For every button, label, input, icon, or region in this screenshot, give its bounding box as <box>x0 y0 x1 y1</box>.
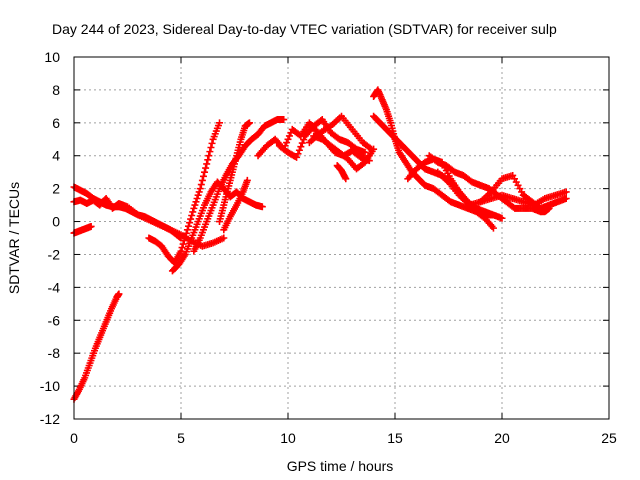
data-point <box>295 146 303 154</box>
data-point <box>195 188 203 196</box>
data-point <box>201 168 209 176</box>
series-track-m <box>305 112 375 153</box>
data-point <box>293 153 301 161</box>
data-point <box>202 164 210 172</box>
data-point <box>191 201 199 209</box>
data-point <box>192 198 200 206</box>
data-point <box>183 226 191 234</box>
y-tick-label: -2 <box>48 246 61 262</box>
data-point <box>342 175 350 183</box>
data-point <box>206 148 214 156</box>
chart-title: Day 244 of 2023, Sidereal Day-to-day VTE… <box>52 21 557 37</box>
x-tick-label: 5 <box>177 430 185 446</box>
y-tick-label: 2 <box>52 181 60 197</box>
data-point <box>190 204 198 212</box>
data-point <box>366 144 374 152</box>
y-tick-label: 4 <box>52 148 60 164</box>
y-tick-labels: -12 -10 -8 -6 -4 -2 0 2 4 6 8 10 <box>40 49 60 427</box>
data-point <box>294 150 302 158</box>
data-point <box>181 233 189 241</box>
data-point <box>204 156 212 164</box>
x-tick-label: 20 <box>494 430 510 446</box>
data-point <box>198 176 206 184</box>
data-point <box>245 119 253 127</box>
series-track-i <box>220 176 251 234</box>
data-point <box>197 181 205 189</box>
data-points-layer <box>70 86 570 403</box>
data-point <box>193 195 201 203</box>
data-point <box>300 136 308 144</box>
data-point <box>188 212 196 220</box>
series-track-h <box>216 119 253 226</box>
data-point <box>196 185 204 193</box>
y-tick-label: -6 <box>48 312 61 328</box>
data-point <box>562 195 570 203</box>
data-point <box>203 160 211 168</box>
data-point <box>297 143 305 151</box>
y-axis-label: SDTVAR / TECUs <box>6 182 22 294</box>
data-point <box>115 290 123 298</box>
data-point <box>298 139 306 147</box>
y-tick-label: -8 <box>48 345 61 361</box>
data-point <box>207 144 215 151</box>
data-point <box>178 244 186 252</box>
data-point <box>243 176 251 184</box>
data-point <box>180 236 188 244</box>
data-point <box>187 215 195 223</box>
data-point <box>186 219 194 227</box>
data-point <box>258 203 266 211</box>
data-point <box>208 139 216 147</box>
y-tick-label: -12 <box>40 411 60 427</box>
series-track-c <box>70 222 95 237</box>
y-tick-label: 10 <box>44 49 60 65</box>
data-point <box>284 135 292 143</box>
data-point <box>194 191 202 199</box>
data-point <box>280 116 288 124</box>
data-point <box>283 139 291 147</box>
data-point <box>87 222 95 230</box>
data-point <box>199 172 207 180</box>
data-point <box>182 229 190 237</box>
x-tick-label: 10 <box>280 430 296 446</box>
data-point <box>361 148 369 156</box>
series-track-a <box>70 183 185 242</box>
x-axis-label: GPS time / hours <box>287 458 394 474</box>
data-point <box>545 204 553 212</box>
y-tick-label: 0 <box>52 214 60 230</box>
x-tick-label: 15 <box>387 430 403 446</box>
y-tick-label: -10 <box>40 378 60 394</box>
data-point <box>179 240 187 248</box>
x-tick-label: 0 <box>70 430 78 446</box>
data-point <box>285 132 293 140</box>
y-tick-label: -4 <box>48 279 61 295</box>
plot-frame <box>73 56 610 420</box>
data-point <box>216 119 224 127</box>
data-point <box>220 234 228 242</box>
data-point <box>189 208 197 216</box>
x-tick-label: 25 <box>601 430 617 446</box>
y-tick-label: 6 <box>52 115 60 131</box>
data-point <box>562 188 570 196</box>
data-point <box>489 224 497 232</box>
x-tick-labels: 0 5 10 15 20 25 <box>70 430 617 446</box>
series-track-f <box>168 178 266 275</box>
data-point <box>184 222 192 230</box>
series-track-o <box>370 86 497 219</box>
data-point <box>367 145 375 153</box>
series-track-n <box>333 162 350 183</box>
data-point <box>205 152 213 160</box>
series-track-e <box>145 119 224 267</box>
y-tick-label: 8 <box>52 82 60 98</box>
data-point <box>498 214 506 222</box>
series-track-v <box>532 201 553 216</box>
